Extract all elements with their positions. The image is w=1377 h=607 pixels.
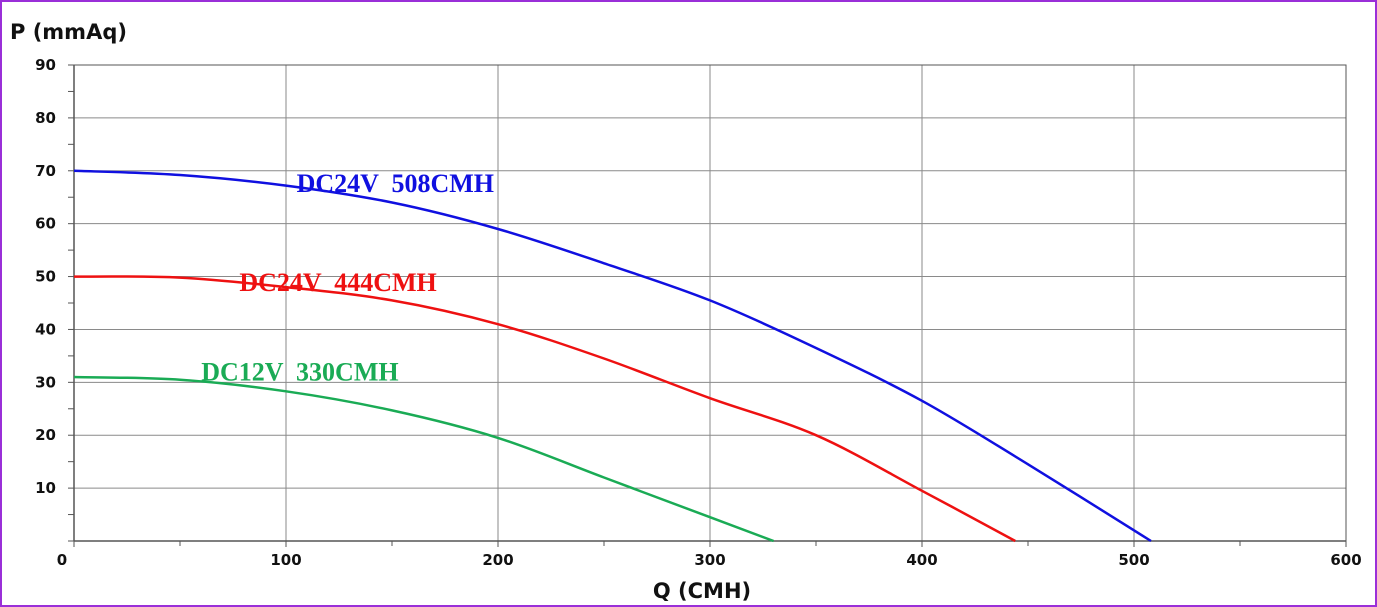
y-tick-label-90: 90 bbox=[35, 56, 56, 74]
series-curves bbox=[73, 169, 1152, 543]
series-line-1 bbox=[73, 275, 1016, 543]
y-tick-label-40: 40 bbox=[35, 320, 56, 338]
y-tick-label-50: 50 bbox=[35, 268, 56, 286]
tick-labels: 0 100 200 300 400 500 600 10 20 30 40 50 60 70 80 90 bbox=[35, 56, 1362, 569]
x-axis-title: Q (CMH) bbox=[653, 579, 751, 603]
y-tick-label-10: 10 bbox=[35, 479, 56, 497]
series-labels: DC24V 508CMH DC24V 444CMH DC12V 330CMH bbox=[201, 169, 494, 387]
y-tick-label-80: 80 bbox=[35, 109, 56, 127]
x-tick-label-100: 100 bbox=[270, 551, 301, 569]
x-tick-label-400: 400 bbox=[906, 551, 937, 569]
axes bbox=[68, 64, 1347, 547]
x-tick-label-600: 600 bbox=[1330, 551, 1361, 569]
series-label-2: DC12V 330CMH bbox=[201, 358, 398, 387]
x-tick-label-500: 500 bbox=[1118, 551, 1149, 569]
series-label-0: DC24V 508CMH bbox=[297, 169, 494, 198]
series-label-1: DC24V 444CMH bbox=[239, 268, 436, 297]
grid-lines bbox=[74, 64, 1347, 541]
x-tick-label-200: 200 bbox=[482, 551, 513, 569]
y-tick-label-30: 30 bbox=[35, 373, 56, 391]
series-line-2 bbox=[73, 375, 775, 543]
y-tick-label-20: 20 bbox=[35, 426, 56, 444]
x-tick-label-0: 0 bbox=[57, 551, 67, 569]
y-tick-label-60: 60 bbox=[35, 215, 56, 233]
y-tick-label-70: 70 bbox=[35, 162, 56, 180]
x-tick-label-300: 300 bbox=[694, 551, 725, 569]
y-axis-title: P (mmAq) bbox=[10, 20, 127, 44]
series-line-0 bbox=[73, 169, 1152, 543]
